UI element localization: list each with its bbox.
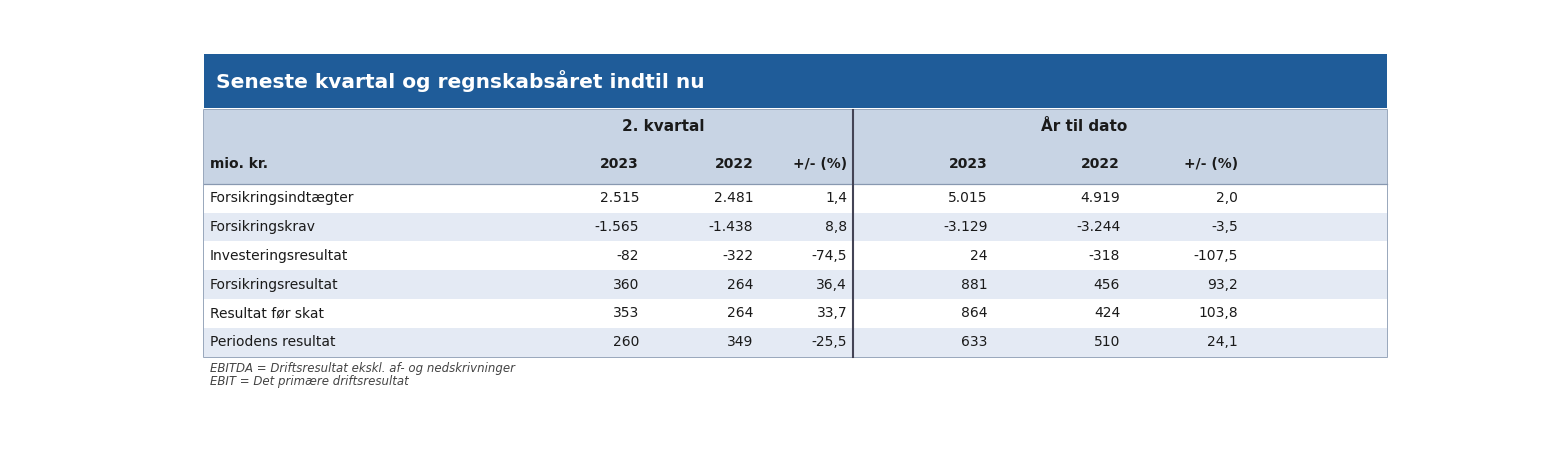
Text: EBITDA = Driftsresultat ekskl. af- og nedskrivninger: EBITDA = Driftsresultat ekskl. af- og ne…	[210, 362, 515, 375]
Text: 881: 881	[961, 278, 987, 292]
Text: 5.015: 5.015	[948, 191, 987, 205]
FancyBboxPatch shape	[203, 144, 1387, 184]
Text: -3.129: -3.129	[944, 220, 987, 234]
Text: -318: -318	[1090, 249, 1121, 263]
Text: 2.481: 2.481	[714, 191, 753, 205]
Text: +/- (%): +/- (%)	[793, 157, 847, 171]
FancyBboxPatch shape	[203, 110, 1387, 144]
Text: -3,5: -3,5	[1211, 220, 1238, 234]
Text: -74,5: -74,5	[812, 249, 847, 263]
FancyBboxPatch shape	[203, 299, 1387, 328]
FancyBboxPatch shape	[203, 184, 1387, 213]
Text: 2. kvartal: 2. kvartal	[622, 119, 705, 135]
Text: mio. kr.: mio. kr.	[210, 157, 267, 171]
Text: 103,8: 103,8	[1198, 306, 1238, 320]
Text: 424: 424	[1094, 306, 1121, 320]
Text: 33,7: 33,7	[816, 306, 847, 320]
Text: 633: 633	[962, 335, 987, 349]
FancyBboxPatch shape	[203, 54, 1387, 108]
Text: Forsikringskrav: Forsikringskrav	[210, 220, 315, 234]
Text: Investeringsresultat: Investeringsresultat	[210, 249, 348, 263]
Text: 2022: 2022	[714, 157, 753, 171]
Text: 36,4: 36,4	[816, 278, 847, 292]
Text: 2,0: 2,0	[1217, 191, 1238, 205]
Text: 264: 264	[726, 278, 753, 292]
Text: 4.919: 4.919	[1080, 191, 1121, 205]
Text: Resultat før skat: Resultat før skat	[210, 306, 324, 320]
Text: -25,5: -25,5	[812, 335, 847, 349]
Text: +/- (%): +/- (%)	[1184, 157, 1238, 171]
Text: 456: 456	[1094, 278, 1121, 292]
Text: 1,4: 1,4	[826, 191, 847, 205]
Text: Seneste kvartal og regnskabsåret indtil nu: Seneste kvartal og regnskabsåret indtil …	[216, 70, 705, 92]
Text: EBIT = Det primære driftsresultat: EBIT = Det primære driftsresultat	[210, 375, 408, 388]
Text: -1.438: -1.438	[709, 220, 753, 234]
Text: -82: -82	[616, 249, 639, 263]
FancyBboxPatch shape	[203, 213, 1387, 242]
Text: 24,1: 24,1	[1207, 335, 1238, 349]
FancyBboxPatch shape	[203, 328, 1387, 356]
Text: 93,2: 93,2	[1207, 278, 1238, 292]
Text: Periodens resultat: Periodens resultat	[210, 335, 335, 349]
FancyBboxPatch shape	[203, 242, 1387, 270]
Text: 360: 360	[613, 278, 639, 292]
Text: 864: 864	[961, 306, 987, 320]
FancyBboxPatch shape	[203, 270, 1387, 299]
Text: -3.244: -3.244	[1076, 220, 1121, 234]
Text: 2022: 2022	[1082, 157, 1121, 171]
Text: -1.565: -1.565	[594, 220, 639, 234]
Text: -322: -322	[722, 249, 753, 263]
Text: 2023: 2023	[950, 157, 987, 171]
Text: 510: 510	[1094, 335, 1121, 349]
Text: År til dato: År til dato	[1041, 119, 1127, 135]
Text: Forsikringsindtægter: Forsikringsindtægter	[210, 191, 354, 205]
Text: 24: 24	[970, 249, 987, 263]
Text: 260: 260	[613, 335, 639, 349]
Text: 8,8: 8,8	[826, 220, 847, 234]
Text: -107,5: -107,5	[1193, 249, 1238, 263]
Text: 349: 349	[726, 335, 753, 349]
Text: 2.515: 2.515	[599, 191, 639, 205]
Text: 353: 353	[613, 306, 639, 320]
Text: 264: 264	[726, 306, 753, 320]
Text: 2023: 2023	[601, 157, 639, 171]
Text: Forsikringsresultat: Forsikringsresultat	[210, 278, 338, 292]
